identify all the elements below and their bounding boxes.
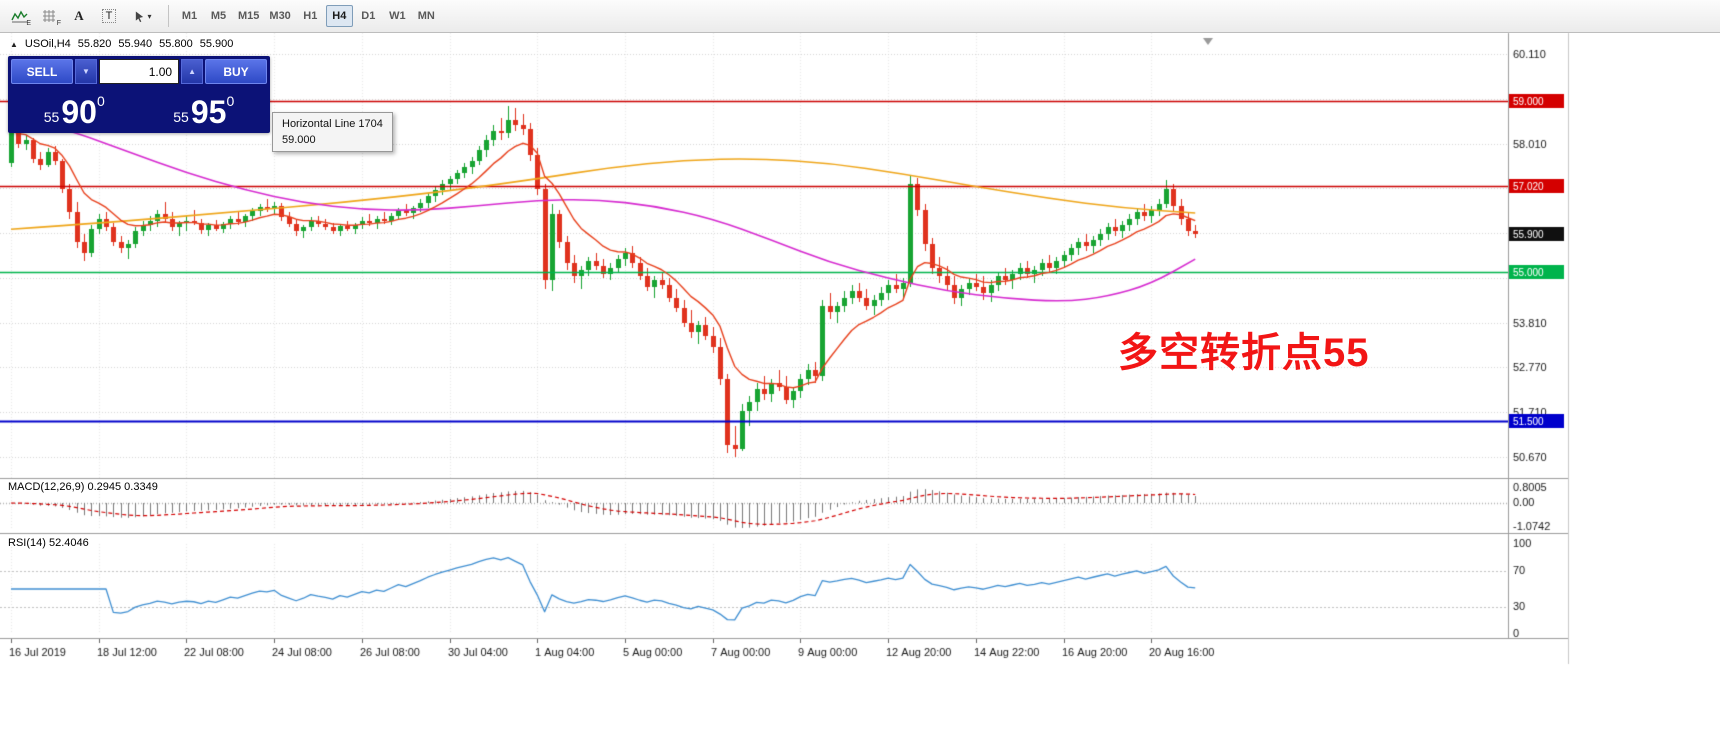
sell-price-big: 90 xyxy=(61,94,97,131)
buy-price-prefix: 55 xyxy=(173,109,189,125)
timeframe-m15[interactable]: M15 xyxy=(234,5,263,27)
timeframe-mn[interactable]: MN xyxy=(413,5,440,27)
icon-badge: E xyxy=(26,20,31,27)
chart-indicator-icon[interactable]: E xyxy=(5,4,33,28)
object-tooltip: Horizontal Line 1704 59.000 xyxy=(272,112,393,152)
volume-input[interactable] xyxy=(98,59,180,84)
toolbar-icon-group: E F A T ▾ xyxy=(5,4,161,28)
timeframe-m5[interactable]: M5 xyxy=(205,5,232,27)
timeframe-m1[interactable]: M1 xyxy=(176,5,203,27)
timeframe-h4[interactable]: H4 xyxy=(325,5,353,27)
grid-icon[interactable]: F xyxy=(35,4,63,28)
volume-decrease-button[interactable]: ▼ xyxy=(75,59,97,84)
toolbar: E F A T ▾ M1 M5 M15 M30 H1 H4 D1 W1 MN xyxy=(0,0,1720,33)
sell-button[interactable]: SELL xyxy=(11,59,73,84)
trade-prices-row: 55 90 0 55 95 0 xyxy=(11,87,267,130)
toolbar-separator xyxy=(168,5,169,27)
timeframe-h1[interactable]: H1 xyxy=(297,5,324,27)
timeframe-group: M1 M5 M15 M30 H1 H4 D1 W1 MN xyxy=(176,5,440,27)
line-chart-icon xyxy=(10,10,27,22)
high-value: 55.940 xyxy=(118,38,153,50)
collapse-trade-panel-icon[interactable]: ▲ xyxy=(10,39,18,49)
cursor-arrow-icon xyxy=(136,10,144,22)
volume-increase-button[interactable]: ▲ xyxy=(181,59,203,84)
buy-price-sup: 0 xyxy=(226,93,235,109)
buy-price-big: 95 xyxy=(190,94,227,131)
timeframe-d1[interactable]: D1 xyxy=(355,5,382,27)
letter-t-glyph: T xyxy=(101,9,117,23)
one-click-trade-panel: SELL ▼ ▲ BUY 55 90 0 55 95 0 xyxy=(8,56,270,133)
cursor-shapes-icon[interactable]: ▾ xyxy=(125,4,161,28)
tooltip-value: 59.000 xyxy=(282,134,316,146)
rsi-indicator-label: RSI(14) 52.4046 xyxy=(8,537,89,549)
buy-button[interactable]: BUY xyxy=(205,59,267,84)
chart-annotation: 多空转折点55 xyxy=(1118,331,1370,375)
icon-badge: F xyxy=(56,20,61,27)
timeframe-w1[interactable]: W1 xyxy=(384,5,411,27)
symbol-name: USOil,H4 xyxy=(24,38,71,50)
grid-glyph-icon xyxy=(43,10,55,22)
macd-indicator-label: MACD(12,26,9) 0.2945 0.3349 xyxy=(8,481,158,493)
sell-price-prefix: 55 xyxy=(43,109,60,125)
buy-price-display[interactable]: 55 95 0 xyxy=(141,87,268,130)
close-value: 55.900 xyxy=(199,38,234,50)
text-tool-icon[interactable]: T xyxy=(95,4,123,28)
sell-price-display[interactable]: 55 90 0 xyxy=(11,87,138,130)
letter-a-glyph: A xyxy=(74,8,84,23)
chevron-down-icon: ▾ xyxy=(147,11,152,21)
low-value: 55.800 xyxy=(159,38,193,50)
symbol-header: ▲ USOil,H4 55.820 55.940 55.800 55.900 xyxy=(10,38,233,50)
tooltip-title: Horizontal Line 1704 xyxy=(282,118,383,130)
text-label-icon[interactable]: A xyxy=(65,4,93,28)
trade-controls-row: SELL ▼ ▲ BUY xyxy=(11,59,267,84)
sell-price-sup: 0 xyxy=(96,93,105,109)
open-value: 55.820 xyxy=(77,38,112,50)
timeframe-m30[interactable]: M30 xyxy=(265,5,294,27)
